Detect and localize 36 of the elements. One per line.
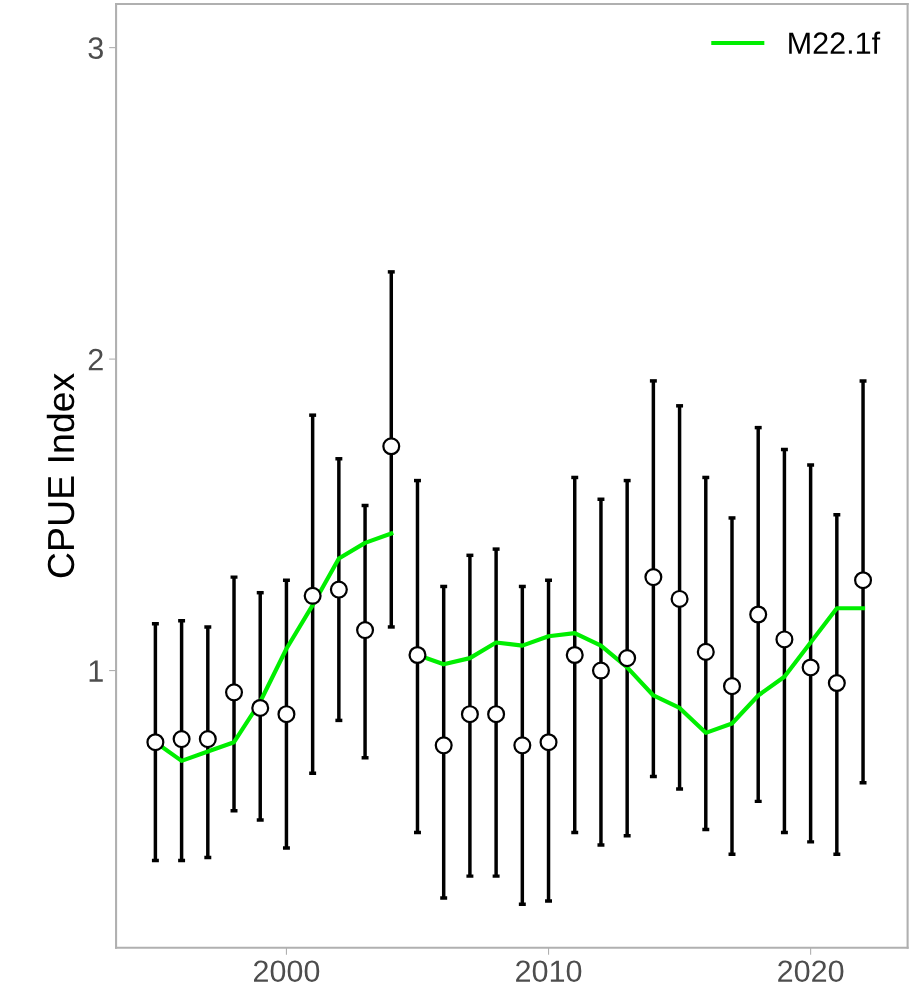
point [513, 736, 532, 755]
legend-label: M22.1f [789, 31, 881, 54]
point [487, 705, 506, 724]
point [277, 705, 296, 724]
point [775, 630, 794, 649]
point [172, 730, 191, 749]
point [434, 736, 453, 755]
point [198, 730, 217, 749]
point [251, 698, 270, 717]
point [539, 733, 558, 752]
point [827, 674, 846, 693]
point [329, 580, 348, 599]
y-axis-title: CPUE Index [46, 373, 75, 578]
x-tick-label: 2000 [253, 960, 320, 983]
point [696, 642, 715, 661]
point [224, 683, 244, 702]
point [460, 705, 479, 724]
point [644, 568, 663, 587]
point [618, 649, 637, 668]
y-tick-label: 3 [88, 37, 103, 59]
y-tick-label: 2 [88, 348, 103, 371]
point [801, 658, 820, 677]
point [722, 677, 742, 696]
point [382, 437, 401, 456]
point [356, 621, 375, 640]
x-tick-label: 2010 [516, 960, 582, 983]
point [749, 605, 768, 624]
point [670, 589, 689, 608]
y-tick-label: 1 [89, 660, 103, 682]
point [565, 645, 584, 665]
x-tick-label: 2020 [778, 960, 844, 983]
point [146, 733, 165, 752]
point [854, 571, 873, 590]
point [303, 586, 322, 605]
point [408, 645, 427, 665]
point [591, 661, 610, 680]
